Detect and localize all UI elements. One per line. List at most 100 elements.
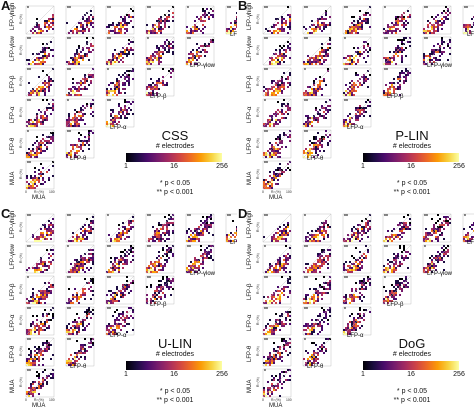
row-label: LFP-β	[10, 283, 16, 300]
heatmap-cell: ** R² (%)	[19, 213, 55, 243]
significance-mark: **	[304, 6, 308, 12]
significance-mark: *	[67, 245, 69, 251]
column-label: LFP-β	[387, 302, 404, 308]
significance-mark: *	[67, 99, 69, 105]
heatmap-cell: **	[105, 98, 135, 128]
column-label: LFP-θ	[307, 364, 324, 370]
row-label: LFP-α	[10, 314, 16, 331]
significance-two-star: ** p < 0.001	[156, 189, 194, 196]
significance-mark: *	[384, 6, 386, 12]
significance-mark: **	[304, 245, 308, 251]
colorbar-tick: 1	[361, 371, 365, 378]
row-label: LFP-β	[247, 283, 253, 300]
significance-mark: **	[304, 307, 308, 313]
row-label: LFP-θ	[247, 137, 253, 154]
significance-mark: **	[384, 214, 388, 220]
significance-mark: **	[27, 214, 31, 220]
model-title: DoG	[398, 336, 426, 351]
significance-mark: **	[344, 276, 348, 282]
panel-letter: B	[238, 0, 248, 13]
significance-mark: **	[384, 245, 388, 251]
significance-mark: *	[344, 307, 346, 313]
heatmap-cell: **	[382, 67, 412, 97]
colorbar-title: # electrodes	[155, 143, 195, 150]
heatmap-cell: **	[342, 275, 372, 305]
heatmap-cell: ** R² (%)	[19, 36, 55, 66]
svg-text:R² (%): R² (%)	[256, 76, 260, 86]
heatmap-cell: **	[302, 275, 332, 305]
column-label: MUA	[269, 403, 282, 409]
significance-mark: **	[107, 245, 111, 251]
heatmap-cell: ** R² (%)	[256, 337, 292, 367]
significance-mark: **	[424, 214, 428, 220]
column-label: LFP-γhigh	[467, 32, 474, 38]
colorbar-legend: P-LIN # electrodes 1 16 256 * p < 0.05 ** p < …	[357, 128, 467, 206]
svg-text:R² (%): R² (%)	[256, 169, 260, 179]
significance-mark: **	[384, 37, 388, 43]
colorbar-tick: 16	[407, 163, 415, 170]
heatmap-cell: * R² (%)	[256, 244, 292, 274]
significance-mark: *	[344, 37, 346, 43]
row-label: LFP-γlow	[247, 35, 253, 61]
row-label: LFP-θ	[247, 345, 253, 362]
column-label: LFP-β	[150, 94, 167, 100]
svg-text:R² (%): R² (%)	[256, 14, 260, 24]
heatmap-cell: **	[65, 67, 95, 97]
significance-two-star: ** p < 0.001	[393, 397, 431, 404]
figure-panel-b: B**R² (%)*********LFP-γhighLFP-γhigh**R²…	[237, 0, 474, 208]
heatmap-cell: **	[145, 244, 175, 274]
significance-mark: **	[264, 338, 268, 344]
significance-mark: **	[67, 214, 71, 220]
heatmap-cell: *	[302, 67, 332, 97]
significance-mark: **	[264, 37, 268, 43]
scatter-matrix: *R² (%)*********LFP-γhighLFP-γhigh**R² (…	[10, 3, 237, 201]
significance-mark: **	[107, 99, 111, 105]
significance-mark: **	[27, 37, 31, 43]
svg-text:R² (%): R² (%)	[256, 107, 260, 117]
svg-text:R² (%): R² (%)	[19, 377, 23, 387]
heatmap-cell: ** R² (%)	[19, 337, 55, 367]
row-label: LFP-θ	[10, 137, 16, 154]
heatmap-cell: *	[342, 306, 372, 336]
heatmap-cell: ** R² (%)	[256, 213, 292, 243]
significance-one-star: * p < 0.05	[159, 180, 191, 187]
heatmap-cell: **	[65, 213, 95, 243]
heatmap-cell: *	[422, 244, 452, 274]
svg-text:R² (%): R² (%)	[19, 138, 23, 148]
figure-panel-c: C**R² (%)*********LFP-γhighLFP-γhigh**R²…	[0, 208, 237, 416]
significance-mark: **	[27, 68, 31, 74]
row-label: LFP-γhigh	[10, 211, 16, 238]
significance-mark: **	[67, 6, 71, 12]
heatmap-cell: ** R² (%)	[256, 160, 292, 190]
heatmap-cell: **	[422, 5, 452, 35]
row-label: LFP-γhigh	[247, 211, 253, 238]
colorbar-title: # electrodes	[155, 351, 195, 358]
scatter-matrix: **R² (%)*********LFP-γhighLFP-γhigh**R² …	[247, 3, 474, 201]
heatmap-cell: **	[342, 244, 372, 274]
column-label: LFP-β	[387, 94, 404, 100]
heatmap-cell: **	[382, 213, 412, 243]
row-label: LFP-α	[247, 106, 253, 123]
svg-text:R² (%): R² (%)	[19, 315, 23, 325]
significance-mark: *	[424, 245, 426, 251]
significance-mark: **	[107, 307, 111, 313]
svg-text:0: 0	[262, 190, 264, 194]
heatmap-cell: *	[382, 5, 412, 35]
svg-text:R² (%): R² (%)	[256, 284, 260, 294]
heatmap-cell: *	[145, 36, 175, 66]
row-label: MUA	[10, 172, 16, 185]
heatmap-cell: ** R² (%)	[19, 368, 55, 398]
significance-mark: **	[187, 214, 191, 220]
heatmap-cell: **	[342, 213, 372, 243]
column-label: MUA	[32, 403, 45, 409]
colorbar-legend: DoG # electrodes 1 16 256 * p < 0.05 ** p < 0.…	[357, 336, 467, 414]
heatmap-cell: **	[382, 244, 412, 274]
heatmap-cell: **	[462, 5, 474, 35]
heatmap-cell: **	[185, 36, 215, 66]
heatmap-cell: **	[422, 213, 452, 243]
row-label: LFP-β	[247, 75, 253, 92]
heatmap-cell: ** R² (%)	[19, 67, 55, 97]
panel-letter: D	[238, 208, 248, 221]
significance-mark: **	[264, 276, 268, 282]
model-title: U-LIN	[158, 336, 192, 351]
